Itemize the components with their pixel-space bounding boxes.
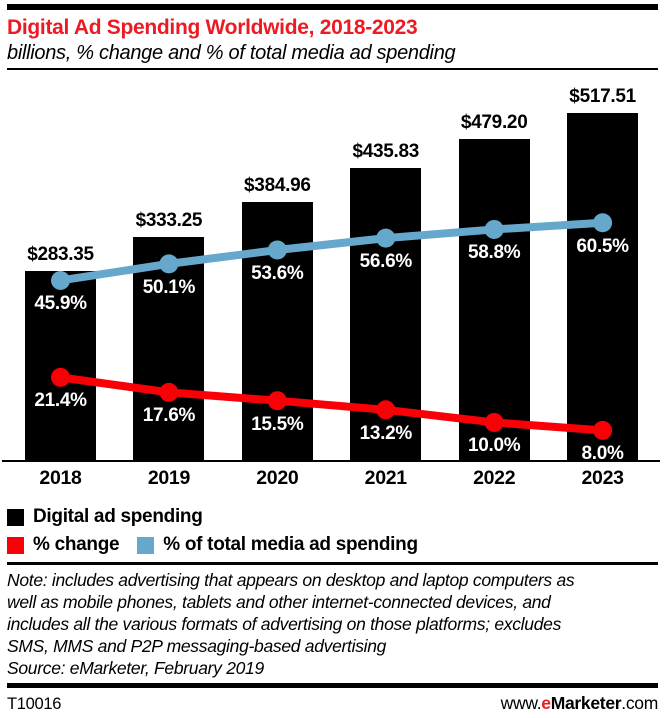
legend-swatch-pct-change-icon [7,536,24,554]
legend: Digital ad spending % change % of total … [7,506,658,556]
year-label: 2021 [364,467,407,489]
media-share-dot [159,254,179,274]
media-share-dot [267,240,287,260]
media-share-dot [376,228,396,248]
year-label: 2019 [147,467,190,489]
top-border-rule [7,4,658,10]
pct-change-label: 10.0% [467,435,521,457]
media-share-label: 50.1% [142,276,196,298]
year-label: 2023 [581,467,624,489]
pct-change-dot [51,367,70,387]
note-divider-rule [7,562,658,565]
bar-value-label: $333.25 [135,210,203,232]
media-share-dot [51,270,70,290]
media-share-label: 53.6% [251,263,304,284]
url-e: e [541,693,551,713]
legend-item-digital-ad-spending: Digital ad spending [7,506,658,528]
pct-change-label: 15.5% [251,413,304,435]
footer-border-rule [7,683,658,688]
legend-label-digital-ad-spending: Digital ad spending [33,506,203,527]
pct-change-label: 21.4% [34,390,87,412]
lines-overlay [51,213,613,440]
pct-change-line [59,373,603,435]
media-share-label: 58.8% [467,242,521,264]
note-line: SMS, MMS and P2P messaging-based adverti… [7,636,387,656]
pct-change-dot [376,400,396,420]
url-marketer: Marketer [550,693,622,713]
chart-title: Digital Ad Spending Worldwide, 2018-2023 [7,16,418,39]
year-label: 2022 [473,467,516,489]
pct-change-label: 17.6% [142,405,196,427]
website-url: www.eMarketer.com [500,693,659,714]
pct-change-label: 13.2% [359,422,413,444]
media-share-dot [484,219,504,239]
url-com: .com [621,693,658,713]
bar-value-label: $435.83 [352,141,420,163]
media-share-label: 45.9% [34,293,87,315]
pct-change-dot [484,412,504,432]
media-share-label: 60.5% [576,235,629,257]
media-share-label: 56.6% [359,251,413,273]
footer: T10016 www.eMarketer.com [7,693,658,714]
bar-value-label: $517.51 [569,86,636,108]
legend-label-media-share: % of total media ad spending [163,534,418,555]
pct-change-dot [159,382,179,402]
chart-id: T10016 [7,695,62,713]
bar-2023 [567,113,639,462]
header-divider-rule [7,68,658,70]
url-www: www. [500,693,542,713]
bar-value-label: $384.96 [244,175,311,197]
pct-change-dot [267,391,287,411]
legend-swatch-bar-icon [7,508,24,526]
legend-swatch-media-share-icon [137,536,155,554]
pct-change-label: 8.0% [581,443,624,465]
year-label: 2018 [39,467,82,489]
legend-row-lines: % change % of total media ad spending [7,534,658,556]
media-share-dot [593,213,613,233]
chart-note: Note: includes advertising that appears … [7,569,658,679]
chart-subtitle: billions, % change and % of total media … [7,42,456,64]
media-share-line [59,218,603,285]
bar-2022 [458,138,530,462]
legend-label-pct-change: % change [33,534,120,555]
bar-2019 [133,237,205,462]
note-line: well as mobile phones, tablets and other… [7,592,551,612]
year-label: 2020 [256,467,299,489]
chart-area: $283.35 2018 $333.25 2019 $384.96 2020 $435.83… [0,70,665,500]
bar-2018 [25,270,96,462]
pct-change-dot [593,420,613,440]
bar-value-label: $283.35 [27,243,94,265]
note-line: Note: includes advertising that appears … [7,570,575,590]
x-axis-line [2,460,660,462]
note-line: includes all the various formats of adve… [7,614,562,634]
bar-value-label: $479.20 [460,111,528,133]
chart-source: Source: eMarketer, February 2019 [7,658,264,678]
